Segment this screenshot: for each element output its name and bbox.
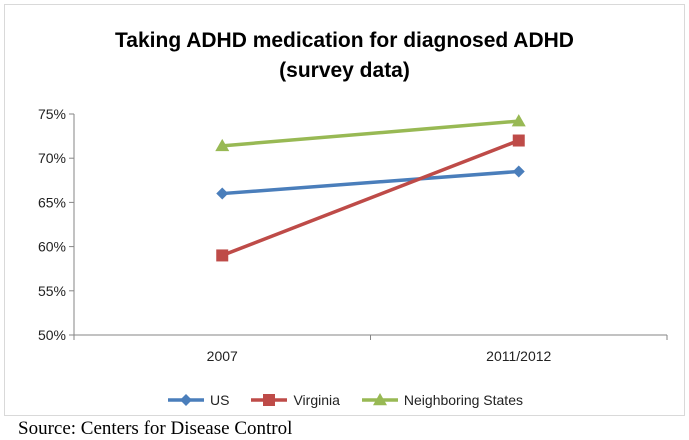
legend-item-neighboring-states: Neighboring States [360,392,523,408]
data-point-us [512,165,525,178]
source-note: Source: Centers for Disease Control [18,418,293,439]
legend: US Virginia Neighboring States [0,392,689,411]
y-tick-label: 70% [38,150,66,166]
x-tick-label: 2011/2012 [486,348,551,364]
chart-title: Taking ADHD medication for diagnosed ADH… [4,26,685,86]
legend-label-us: US [210,392,230,408]
legend-swatch-virginia [251,394,288,406]
data-point-virginia [216,249,229,262]
data-point-neighboring-states [215,138,230,152]
data-point-neighboring-states [511,114,526,127]
legend-item-us: US [166,392,229,408]
legend-label-virginia: Virginia [293,392,340,408]
legend-marker-virginia [263,394,276,406]
y-tick-label: 55% [38,283,66,299]
data-point-virginia [512,134,525,147]
data-point-us [216,187,229,200]
y-tick-label: 75% [38,106,66,122]
legend-item-virginia: Virginia [249,392,340,408]
chart-title-line-1: Taking ADHD medication for diagnosed ADH… [115,29,574,52]
series-line-us [222,169,519,196]
y-tick-label: 65% [38,194,66,210]
y-tick-label: 50% [38,327,66,343]
chart-area [4,4,685,416]
legend-label-neighboring-states: Neighboring States [403,392,523,408]
series-line-virginia [221,138,520,258]
legend-swatch-neighboring-states [361,393,398,406]
series-line-neighboring-states [222,119,519,148]
x-tick-label: 2007 [207,348,238,364]
legend-marker-neighboring-states [372,393,387,406]
legend-swatch-us [168,394,205,406]
chart-title-line-2: (survey data) [279,59,410,82]
legend-marker-us [180,394,193,406]
y-tick-label: 60% [38,239,66,255]
